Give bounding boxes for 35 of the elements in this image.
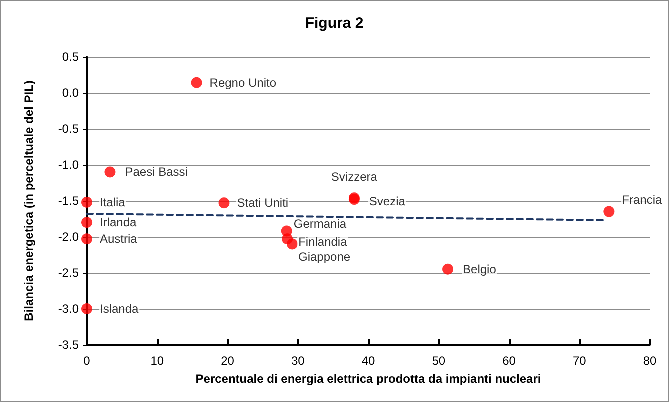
chart-title: Figura 2 bbox=[305, 15, 364, 32]
annotation: Italia bbox=[100, 195, 126, 210]
y-tick-label: -2.0 bbox=[58, 230, 80, 244]
x-tick-label: 50 bbox=[432, 354, 446, 368]
annotation: Giappone bbox=[298, 250, 351, 264]
x-tick-label: 60 bbox=[502, 354, 516, 368]
annotation: Islanda bbox=[100, 302, 140, 316]
annotation: Svezia bbox=[369, 194, 406, 209]
y-tick-label: 0.0 bbox=[62, 86, 80, 100]
y-tick-label: -1.0 bbox=[58, 158, 80, 172]
x-tick-label: 20 bbox=[221, 354, 235, 368]
x-tick-label: 30 bbox=[291, 354, 306, 368]
y-tick-label: -1.5 bbox=[58, 194, 80, 208]
x-axis-title: Percentuale di energia elettrica prodotta da impianti nucleari bbox=[196, 372, 542, 386]
y-axis-title: Bilancia energetica (in perceltuale del PIL) bbox=[22, 80, 36, 322]
y-tick-label: -3.0 bbox=[58, 302, 80, 316]
annotation: Svizzera bbox=[331, 170, 378, 184]
annotation: Irlanda bbox=[100, 216, 138, 230]
x-tick-label: 80 bbox=[643, 354, 657, 368]
y-tick-label: 0.5 bbox=[62, 50, 80, 64]
annotation: Francia bbox=[622, 192, 663, 207]
annotation: Finlandia bbox=[298, 235, 348, 250]
x-tick-label: 40 bbox=[362, 354, 376, 368]
x-tick-label: 0 bbox=[84, 354, 91, 368]
y-tick-label: -2.5 bbox=[58, 266, 80, 280]
annotation: Germania bbox=[294, 217, 347, 232]
annotation: Stati Uniti bbox=[237, 196, 289, 210]
annotation: Paesi Bassi bbox=[125, 165, 188, 180]
x-tick-label: 70 bbox=[572, 354, 587, 368]
y-tick-label: -0.5 bbox=[58, 122, 80, 136]
y-tick-label: -3.5 bbox=[58, 338, 80, 352]
annotation: Austria bbox=[100, 232, 138, 246]
annotation: Regno Unito bbox=[210, 76, 277, 90]
x-tick-label: 10 bbox=[150, 354, 164, 368]
annotation: Belgio bbox=[463, 262, 497, 276]
